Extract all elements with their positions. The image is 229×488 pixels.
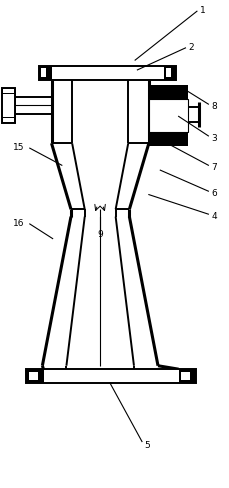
Bar — [166, 69, 171, 78]
Bar — [3, 119, 14, 122]
Bar — [149, 100, 188, 133]
Text: 4: 4 — [211, 212, 217, 221]
Bar — [2, 118, 15, 123]
Text: 8: 8 — [211, 102, 217, 111]
Text: 9: 9 — [97, 230, 103, 239]
Bar — [181, 372, 190, 381]
Bar — [39, 67, 176, 81]
Bar — [164, 67, 176, 81]
Text: 5: 5 — [145, 441, 150, 449]
Text: 7: 7 — [211, 163, 217, 172]
Bar — [3, 90, 14, 94]
Text: 16: 16 — [13, 219, 25, 227]
Bar — [29, 372, 38, 381]
Bar — [41, 69, 46, 78]
Bar — [39, 67, 52, 81]
Text: 2: 2 — [188, 43, 194, 52]
Text: 15: 15 — [13, 143, 25, 152]
Bar — [2, 89, 15, 123]
Text: 6: 6 — [211, 189, 217, 198]
Text: 3: 3 — [211, 134, 217, 142]
Text: 1: 1 — [200, 6, 205, 15]
Bar — [149, 133, 188, 146]
Bar — [149, 85, 188, 100]
Bar — [26, 369, 196, 383]
Bar — [2, 89, 15, 95]
Bar — [179, 369, 196, 383]
Bar — [26, 369, 44, 383]
